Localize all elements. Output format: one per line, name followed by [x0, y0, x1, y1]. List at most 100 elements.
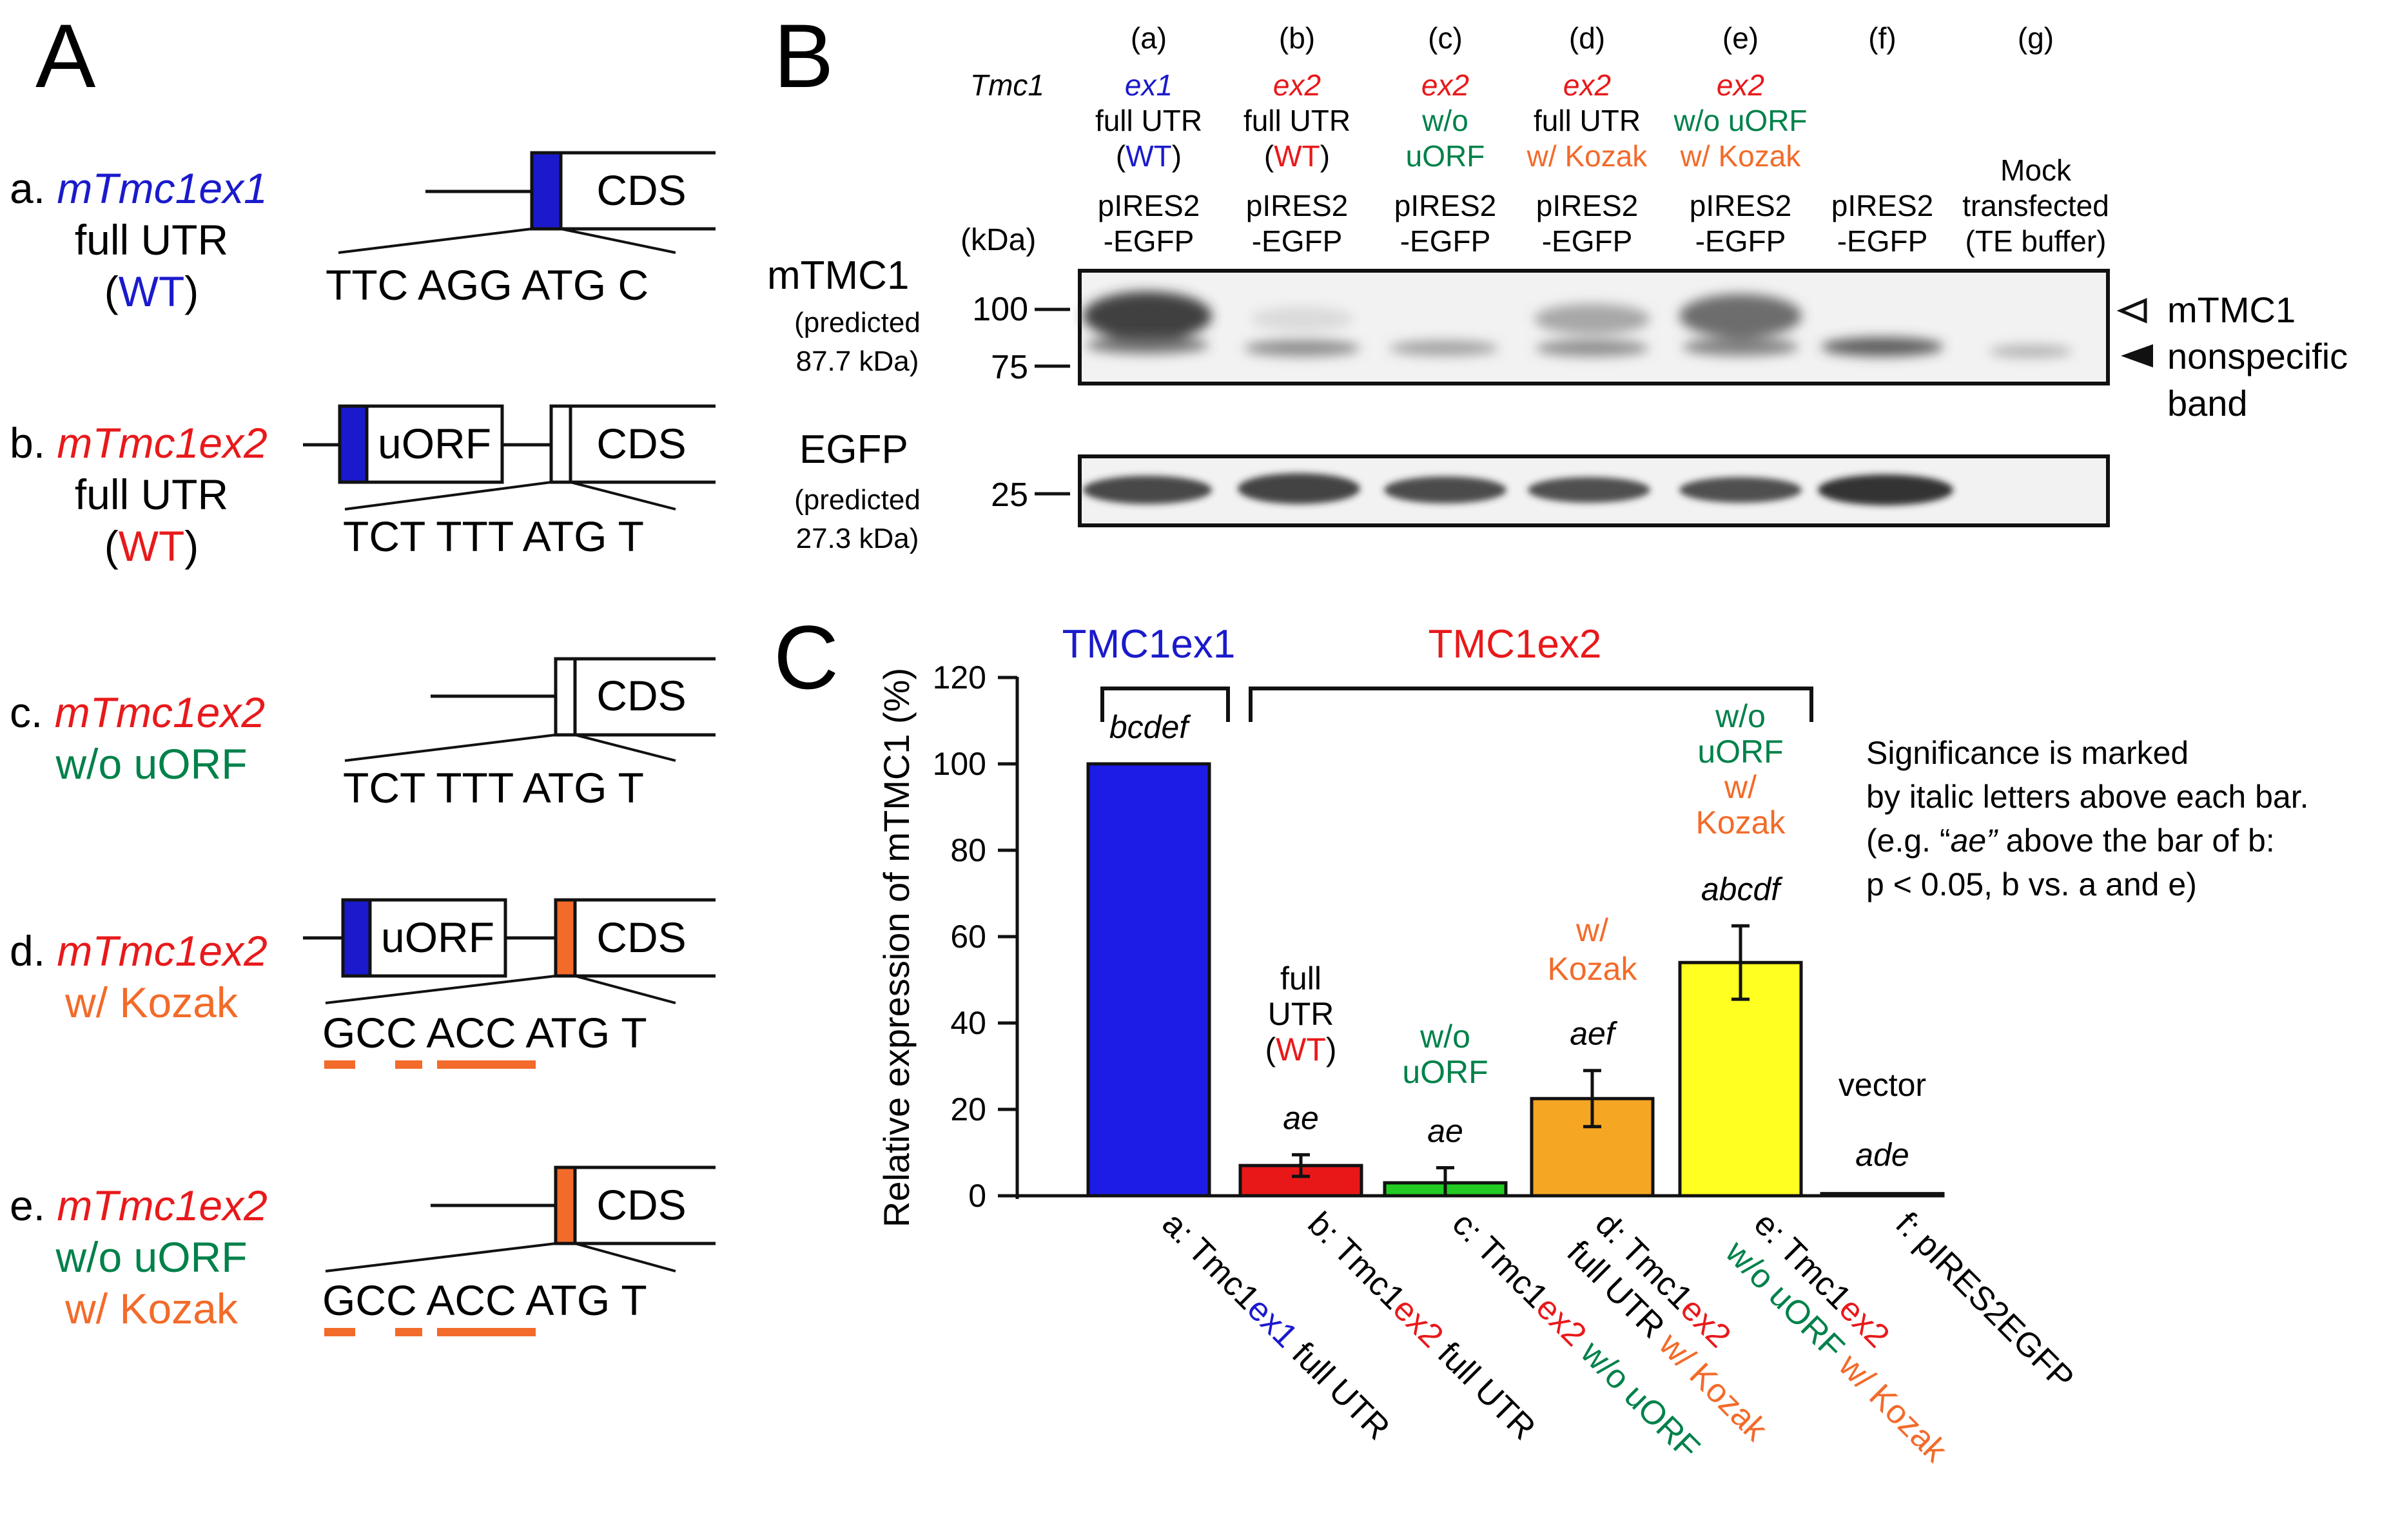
lane-a-open: ( — [1116, 139, 1126, 173]
note-line2: by italic letters above each bar. — [1866, 779, 2309, 815]
construct-b-prefix: b. — [10, 419, 57, 467]
bar-f — [1820, 1192, 1945, 1198]
construct-e-cds: CDS — [596, 1181, 686, 1229]
annot-b-close: ) — [1326, 1031, 1337, 1067]
note-line3c: above the bar of b: — [1997, 823, 2275, 859]
lane-b-header: (b) ex2 full UTR (WT) pIRES2 -EGFP — [1243, 21, 1351, 258]
svg-text:(WT): (WT) — [1264, 139, 1330, 173]
bars — [1017, 762, 1945, 1198]
annot-e-kozak: Kozak — [1696, 804, 1786, 841]
lane-b-v2: -EGFP — [1252, 224, 1343, 258]
lane-g-letter: (g) — [2018, 21, 2054, 55]
construct-b-name: mTmc1ex2 — [57, 419, 267, 467]
annot-c-wo: w/o — [1419, 1019, 1470, 1055]
sig-label-c: ae — [1427, 1113, 1463, 1149]
construct-e-seq: GCC ACC ATG T — [322, 1276, 647, 1324]
open-arrow-icon — [2116, 298, 2147, 324]
svg-text:d. mTmc1ex2: d. mTmc1ex2 — [10, 927, 268, 975]
lane-d-header: (d) ex2 full UTR w/ Kozak pIRES2 -EGFP — [1526, 21, 1648, 258]
construct-a-prefix: a. — [10, 164, 57, 212]
bracket-tmc1ex1 — [1100, 687, 1230, 722]
y-tick-label: 80 — [950, 832, 986, 868]
construct-a-name: mTmc1ex1 — [57, 164, 267, 212]
construct-b-line2: full UTR — [75, 471, 228, 518]
mtmc1-pred2: 87.7 kDa) — [796, 346, 919, 377]
lane-c-letter: (c) — [1428, 21, 1463, 55]
sig-label-f: ade — [1855, 1136, 1909, 1173]
y-tick-label: 20 — [950, 1091, 986, 1127]
lane-d-ex: ex2 — [1563, 68, 1611, 102]
lane-b-letter: (b) — [1279, 21, 1315, 55]
construct-d-seq: GCC ACC ATG T — [322, 1009, 647, 1057]
sig-label-d: aef — [1570, 1016, 1618, 1052]
lane-a-header: (a) ex1 full UTR (WT) pIRES2 -EGFP — [1095, 21, 1202, 258]
mtmc1-pred1: (predicted — [794, 307, 921, 338]
construct-d: d. mTmc1ex2 w/ Kozak uORF CDS GCC ACC AT… — [10, 898, 716, 1069]
annot-e-wo: w/o — [1715, 698, 1766, 734]
note-line4: p < 0.05, b vs. a and e) — [1866, 866, 2197, 902]
tmc1-label: Tmc1 — [970, 68, 1044, 102]
construct-a: a. mTmc1ex1 full UTR (WT) CDS TTC AGG AT… — [10, 151, 716, 315]
construct-b-uorf: uORF — [378, 420, 491, 467]
lane-b-wt: WT — [1274, 139, 1320, 173]
lane-g-m2: transfected — [1962, 189, 2109, 222]
lane-a-v1: pIRES2 — [1098, 189, 1200, 222]
construct-c: c. mTmc1ex2 w/o uORF CDS TCT TTT ATG T — [10, 657, 716, 812]
construct-e-prefix: e. — [10, 1182, 57, 1229]
construct-a-wt: WT — [119, 268, 185, 315]
bar-e — [1678, 960, 1803, 1198]
lane-f-v2: -EGFP — [1837, 224, 1928, 258]
group-tmc1ex2: TMC1ex2 — [1429, 622, 1602, 667]
lane-f-header: (f) pIRES2 -EGFP — [1831, 21, 1934, 258]
marker-75: 75 — [991, 349, 1028, 386]
lane-c-l3: uORF — [1406, 139, 1485, 173]
note-line3b: ae” — [1951, 823, 1999, 859]
arrow-nonspecific-label: nonspecific — [2167, 336, 2348, 376]
lane-c-v1: pIRES2 — [1394, 189, 1497, 222]
filled-arrow-icon — [2121, 344, 2153, 367]
svg-text:b. mTmc1ex2: b. mTmc1ex2 — [10, 419, 268, 467]
lane-e-v2: -EGFP — [1695, 224, 1786, 258]
construct-b-cds: CDS — [596, 420, 686, 467]
construct-d-cds: CDS — [596, 913, 686, 961]
lane-e-ex: ex2 — [1717, 68, 1764, 102]
lane-b-ex: ex2 — [1273, 68, 1321, 102]
annot-d-kozak: Kozak — [1548, 951, 1638, 987]
lane-d-v2: -EGFP — [1542, 224, 1633, 258]
note-line1: Significance is marked — [1866, 735, 2189, 771]
annot-b-wt: WT — [1276, 1031, 1326, 1067]
error-bar-e — [1731, 924, 1750, 1001]
error-bar-b — [1292, 1153, 1310, 1178]
bar-a — [1086, 762, 1211, 1198]
construct-e-line2: w/o uORF — [55, 1233, 247, 1281]
lane-g-header: (g) Mock transfected (TE buffer) — [1962, 21, 2109, 258]
construct-c-name: mTmc1ex2 — [55, 688, 265, 736]
construct-d-uorf: uORF — [381, 913, 494, 961]
lane-e-header: (e) ex2 w/o uORF w/ Kozak pIRES2 -EGFP — [1673, 21, 1807, 258]
arrow-band-label: band — [2167, 383, 2248, 424]
construct-a-seq: TTC AGG ATG C — [326, 261, 648, 309]
y-tick-label: 120 — [933, 659, 986, 696]
construct-b-open: ( — [104, 522, 119, 570]
construct-e-name: mTmc1ex2 — [57, 1182, 267, 1229]
y-ticks: 0 20 40 60 80 100 120 — [933, 659, 1017, 1214]
lane-b-close: ) — [1320, 139, 1330, 173]
annot-f-vector: vector — [1838, 1067, 1926, 1103]
lane-e-letter: (e) — [1722, 21, 1759, 55]
panel-label-a: A — [35, 5, 96, 106]
lane-a-close: ) — [1172, 139, 1182, 173]
lane-e-v1: pIRES2 — [1690, 189, 1792, 222]
svg-text:(WT): (WT) — [104, 268, 199, 315]
construct-b-close: ) — [184, 522, 199, 570]
y-axis-label: Relative expression of mTMC1 (%) — [876, 668, 917, 1227]
svg-text:(WT): (WT) — [104, 522, 199, 570]
lane-a-v2: -EGFP — [1104, 224, 1194, 258]
group-tmc1ex1: TMC1ex1 — [1062, 622, 1236, 667]
construct-d-line2: w/ Kozak — [64, 979, 239, 1026]
construct-a-line2: full UTR — [75, 216, 228, 264]
svg-text:(WT): (WT) — [1116, 139, 1182, 173]
lane-a-ex: ex1 — [1125, 68, 1173, 102]
construct-a-open: ( — [104, 268, 119, 315]
egfp-label: EGFP — [799, 427, 908, 472]
marker-25: 25 — [991, 476, 1028, 514]
